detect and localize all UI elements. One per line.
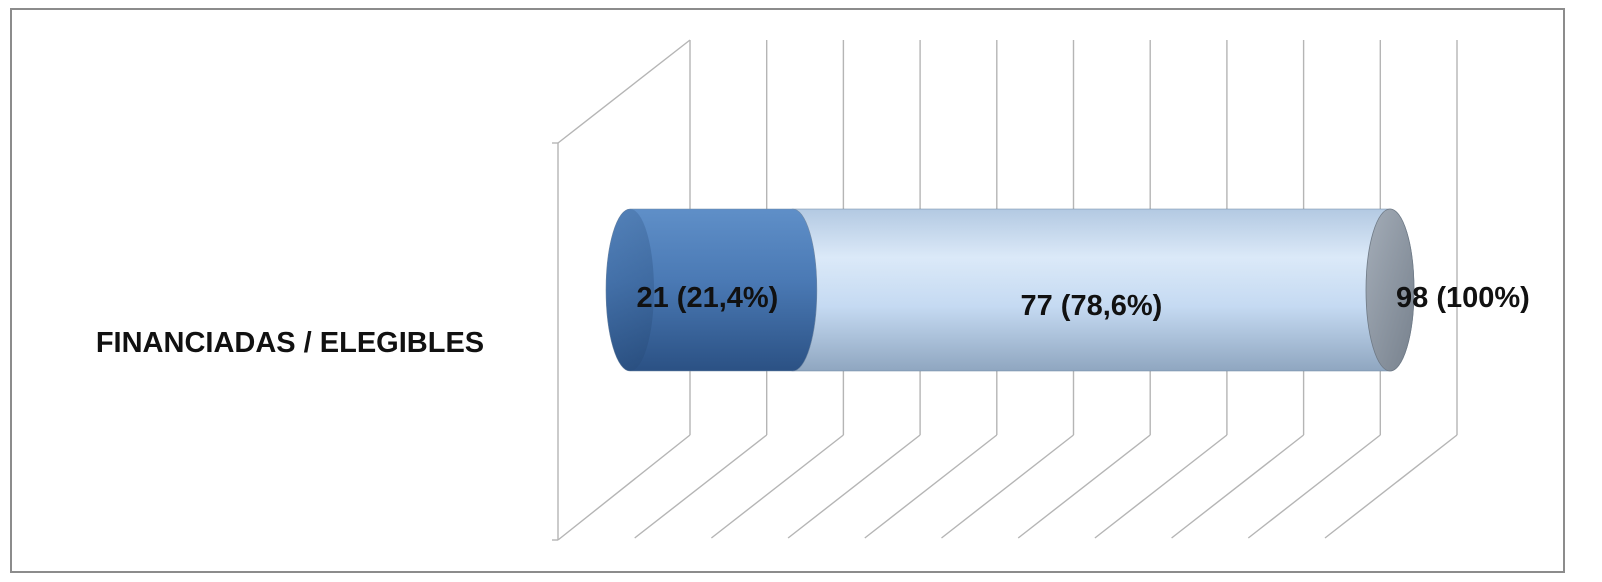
floor-gridline <box>634 434 768 539</box>
axis-bottom-diagonal <box>557 434 691 541</box>
label-layer: FINANCIADAS / ELEGIBLES 21 (21,4%) 77 (78,… <box>96 282 1530 359</box>
bar-end-cap <box>1365 208 1415 372</box>
floor-gridline <box>710 434 844 539</box>
data-label: 21 (21,4%) <box>636 282 778 314</box>
floor-gridline <box>787 434 921 539</box>
axis-top-diagonal <box>557 39 691 144</box>
floor-gridline <box>1247 434 1381 539</box>
floor-gridline <box>1324 434 1458 539</box>
floor-gridline <box>1094 434 1228 539</box>
data-label-total: 98 (100%) <box>1396 282 1530 314</box>
floor-gridline <box>941 434 1074 539</box>
data-label: 77 (78,6%) <box>1020 290 1162 322</box>
floor-gridline <box>1017 434 1151 539</box>
bar-layer <box>605 208 1415 372</box>
category-label: FINANCIADAS / ELEGIBLES <box>96 327 484 359</box>
floor-gridline <box>864 434 998 539</box>
floor-gridline <box>1171 434 1305 539</box>
bar-left-cap <box>606 209 654 371</box>
